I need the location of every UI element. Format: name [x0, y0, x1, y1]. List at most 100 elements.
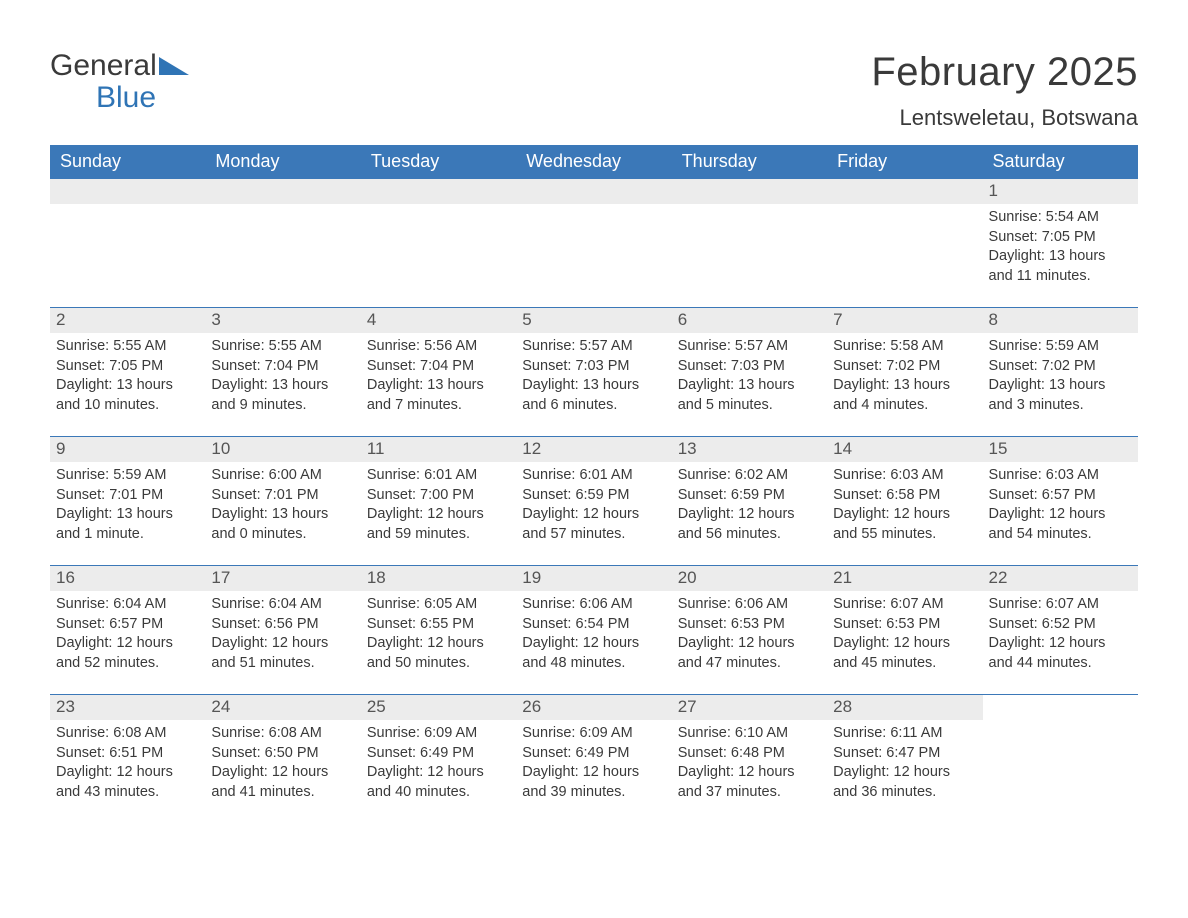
- daylight-line: and 11 minutes.: [989, 267, 1132, 287]
- daylight-line: Daylight: 13 hours: [211, 376, 354, 396]
- sunset-line: Sunset: 6:51 PM: [56, 744, 199, 764]
- sunset-line: Sunset: 6:54 PM: [522, 615, 665, 635]
- day-details: Sunrise: 6:09 AMSunset: 6:49 PMDaylight:…: [522, 724, 665, 802]
- day-details: Sunrise: 5:59 AMSunset: 7:01 PMDaylight:…: [56, 466, 199, 544]
- daylight-line: Daylight: 13 hours: [678, 376, 821, 396]
- sunrise-line: Sunrise: 6:02 AM: [678, 466, 821, 486]
- day-number: [205, 179, 360, 204]
- sunrise-line: Sunrise: 6:01 AM: [367, 466, 510, 486]
- daylight-line: and 9 minutes.: [211, 396, 354, 416]
- day-number: 15: [983, 437, 1138, 462]
- empty-day-cell: [983, 695, 1138, 823]
- logo-word1: General: [50, 49, 157, 82]
- day-number: 3: [205, 308, 360, 333]
- daylight-line: and 5 minutes.: [678, 396, 821, 416]
- day-number: 2: [50, 308, 205, 333]
- daylight-line: and 50 minutes.: [367, 654, 510, 674]
- daylight-line: Daylight: 13 hours: [989, 247, 1132, 267]
- week-row: 2Sunrise: 5:55 AMSunset: 7:05 PMDaylight…: [50, 307, 1138, 436]
- daylight-line: Daylight: 12 hours: [678, 763, 821, 783]
- day-number: 20: [672, 566, 827, 591]
- day-cell: 28Sunrise: 6:11 AMSunset: 6:47 PMDayligh…: [827, 695, 982, 823]
- sunset-line: Sunset: 6:58 PM: [833, 486, 976, 506]
- day-cell: 20Sunrise: 6:06 AMSunset: 6:53 PMDayligh…: [672, 566, 827, 694]
- page-title: February 2025: [871, 50, 1138, 95]
- daylight-line: Daylight: 12 hours: [989, 505, 1132, 525]
- weekday-header: Saturday: [983, 145, 1138, 179]
- empty-day-cell: [50, 179, 205, 307]
- header: General Blue February 2025 Lentsweletau,…: [50, 50, 1138, 131]
- sunrise-line: Sunrise: 6:11 AM: [833, 724, 976, 744]
- day-details: Sunrise: 6:05 AMSunset: 6:55 PMDaylight:…: [367, 595, 510, 673]
- daylight-line: Daylight: 13 hours: [211, 505, 354, 525]
- daylight-line: and 59 minutes.: [367, 525, 510, 545]
- day-number: [672, 179, 827, 204]
- day-cell: 19Sunrise: 6:06 AMSunset: 6:54 PMDayligh…: [516, 566, 671, 694]
- day-number: 9: [50, 437, 205, 462]
- day-details: Sunrise: 5:59 AMSunset: 7:02 PMDaylight:…: [989, 337, 1132, 415]
- empty-day-cell: [672, 179, 827, 307]
- daylight-line: and 6 minutes.: [522, 396, 665, 416]
- daylight-line: Daylight: 12 hours: [367, 634, 510, 654]
- daylight-line: Daylight: 12 hours: [678, 634, 821, 654]
- day-number: 5: [516, 308, 671, 333]
- daylight-line: and 41 minutes.: [211, 783, 354, 803]
- weekday-header: Monday: [205, 145, 360, 179]
- week-row: 9 Sunrise: 5:59 AMSunset: 7:01 PMDaylight…: [50, 436, 1138, 565]
- day-details: Sunrise: 6:02 AMSunset: 6:59 PMDaylight:…: [678, 466, 821, 544]
- day-number: 19: [516, 566, 671, 591]
- sunset-line: Sunset: 7:01 PM: [211, 486, 354, 506]
- sunset-line: Sunset: 6:53 PM: [833, 615, 976, 635]
- day-details: Sunrise: 5:58 AMSunset: 7:02 PMDaylight:…: [833, 337, 976, 415]
- weekday-header: Sunday: [50, 145, 205, 179]
- day-cell: 7 Sunrise: 5:58 AMSunset: 7:02 PMDaylight…: [827, 308, 982, 436]
- day-number: 26: [516, 695, 671, 720]
- day-number: 6: [672, 308, 827, 333]
- day-cell: 27Sunrise: 6:10 AMSunset: 6:48 PMDayligh…: [672, 695, 827, 823]
- daylight-line: and 51 minutes.: [211, 654, 354, 674]
- day-details: Sunrise: 5:55 AMSunset: 7:04 PMDaylight:…: [211, 337, 354, 415]
- daylight-line: and 55 minutes.: [833, 525, 976, 545]
- daylight-line: Daylight: 12 hours: [211, 634, 354, 654]
- sunrise-line: Sunrise: 5:58 AM: [833, 337, 976, 357]
- daylight-line: Daylight: 12 hours: [833, 505, 976, 525]
- day-number: 10: [205, 437, 360, 462]
- sunset-line: Sunset: 6:59 PM: [678, 486, 821, 506]
- day-cell: 23Sunrise: 6:08 AMSunset: 6:51 PMDayligh…: [50, 695, 205, 823]
- empty-day-cell: [516, 179, 671, 307]
- sunrise-line: Sunrise: 5:57 AM: [522, 337, 665, 357]
- daylight-line: and 43 minutes.: [56, 783, 199, 803]
- daylight-line: and 37 minutes.: [678, 783, 821, 803]
- day-cell: 8 Sunrise: 5:59 AMSunset: 7:02 PMDaylight…: [983, 308, 1138, 436]
- weekday-header-row: SundayMondayTuesdayWednesdayThursdayFrid…: [50, 145, 1138, 179]
- daylight-line: Daylight: 12 hours: [367, 505, 510, 525]
- sunset-line: Sunset: 7:02 PM: [989, 357, 1132, 377]
- sunrise-line: Sunrise: 6:10 AM: [678, 724, 821, 744]
- day-cell: 14Sunrise: 6:03 AMSunset: 6:58 PMDayligh…: [827, 437, 982, 565]
- day-details: Sunrise: 5:56 AMSunset: 7:04 PMDaylight:…: [367, 337, 510, 415]
- daylight-line: and 0 minutes.: [211, 525, 354, 545]
- day-number: 14: [827, 437, 982, 462]
- day-details: Sunrise: 5:57 AMSunset: 7:03 PMDaylight:…: [522, 337, 665, 415]
- daylight-line: Daylight: 13 hours: [56, 505, 199, 525]
- day-number: [50, 179, 205, 204]
- daylight-line: and 47 minutes.: [678, 654, 821, 674]
- day-number: 12: [516, 437, 671, 462]
- day-number: 8: [983, 308, 1138, 333]
- day-details: Sunrise: 6:08 AMSunset: 6:51 PMDaylight:…: [56, 724, 199, 802]
- sunrise-line: Sunrise: 6:00 AM: [211, 466, 354, 486]
- location-label: Lentsweletau, Botswana: [871, 105, 1138, 131]
- sunrise-line: Sunrise: 5:55 AM: [56, 337, 199, 357]
- day-number: 24: [205, 695, 360, 720]
- daylight-line: and 56 minutes.: [678, 525, 821, 545]
- day-number: 7: [827, 308, 982, 333]
- sunset-line: Sunset: 6:49 PM: [367, 744, 510, 764]
- sunset-line: Sunset: 7:04 PM: [211, 357, 354, 377]
- sunset-line: Sunset: 6:48 PM: [678, 744, 821, 764]
- daylight-line: Daylight: 12 hours: [522, 763, 665, 783]
- calendar-weeks: 1Sunrise: 5:54 AMSunset: 7:05 PMDaylight…: [50, 179, 1138, 823]
- day-details: Sunrise: 6:10 AMSunset: 6:48 PMDaylight:…: [678, 724, 821, 802]
- day-number: 18: [361, 566, 516, 591]
- day-details: Sunrise: 6:09 AMSunset: 6:49 PMDaylight:…: [367, 724, 510, 802]
- sunrise-line: Sunrise: 6:09 AM: [367, 724, 510, 744]
